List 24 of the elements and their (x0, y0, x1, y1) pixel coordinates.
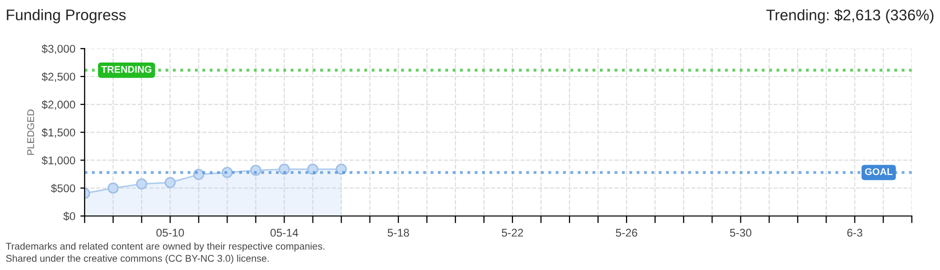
x-tick-label: 05-10 (156, 228, 184, 237)
chart-title: Funding Progress (6, 9, 126, 24)
point (136, 178, 148, 190)
text: Trademarks and related content are owned by their respective companies. (6, 242, 324, 252)
y-tick-label: $1,000 (42, 156, 76, 166)
y-axis-title: PLEDGED (27, 110, 34, 155)
x-tick-label: 5-26 (616, 228, 638, 237)
y-tick-label: $500 (50, 184, 76, 193)
x-tick-label: 5-18 (388, 228, 410, 237)
ref-line-label: TRENDING (101, 66, 152, 73)
ref-line-label: GOAL (865, 168, 892, 176)
point (164, 176, 176, 188)
y-tick-label: $2,500 (42, 72, 76, 82)
text: Shared under the creative commons (CC BY-NC 3.0) license. (6, 254, 269, 264)
point (108, 182, 119, 194)
y-tick-label: $0 (63, 212, 76, 221)
y-tick-label: $1,500 (42, 128, 76, 138)
x-tick-label: 05-14 (270, 228, 298, 237)
y-tick-label: $2,000 (42, 100, 76, 110)
chart-subtitle: Trending: $2,613 (336%) (766, 8, 934, 24)
x-tick-label: 5-22 (502, 228, 524, 237)
x-tick-label: 5-30 (730, 228, 752, 237)
x-tick-label: 6-3 (847, 228, 862, 237)
y-tick-label: $3,000 (42, 44, 76, 54)
